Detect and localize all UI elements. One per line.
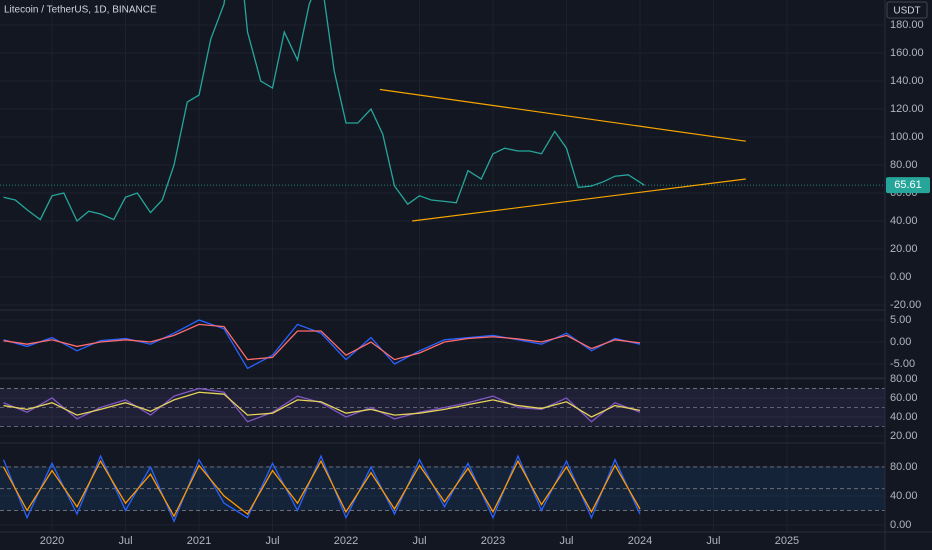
x-tick-label: 2025 — [775, 535, 799, 547]
pane — [3, 0, 746, 223]
y-tick-label: 40.00 — [890, 490, 918, 502]
y-tick-label: 80.00 — [890, 373, 918, 385]
y-tick-label: 0.00 — [890, 336, 911, 348]
y-tick-label: 60.00 — [890, 392, 918, 404]
x-tick-label: Jul — [118, 535, 132, 547]
series-line — [3, 391, 641, 418]
series-line — [3, 0, 645, 223]
y-tick-label: 5.00 — [890, 314, 911, 326]
y-tick-label: 100.00 — [890, 131, 924, 143]
series-line — [2, 459, 641, 518]
trendline — [379, 88, 746, 142]
y-tick-label: -5.00 — [890, 358, 915, 370]
trendline — [412, 178, 746, 222]
pane — [2, 454, 641, 524]
x-tick-label: 2024 — [628, 535, 652, 547]
y-tick-label: 0.00 — [890, 519, 911, 531]
chart-title: Litecoin / TetherUS, 1D, BINANCE — [4, 5, 157, 16]
x-tick-label: Jul — [706, 535, 720, 547]
x-tick-label: Jul — [265, 535, 279, 547]
x-tick-label: Jul — [412, 535, 426, 547]
series-line — [3, 323, 641, 361]
x-tick-label: 2022 — [334, 535, 358, 547]
y-tick-label: -20.00 — [890, 299, 921, 311]
pane — [3, 387, 641, 423]
y-tick-label: 180.00 — [890, 19, 924, 31]
x-tick-label: Jul — [559, 535, 573, 547]
y-tick-label: 20.00 — [890, 430, 918, 442]
price-axis — [885, 0, 932, 550]
last-price-label: 65.61 — [894, 179, 922, 191]
marks — [2, 0, 746, 524]
y-tick-label: 40.00 — [890, 215, 918, 227]
series-line — [3, 319, 641, 370]
last-price-badge — [886, 177, 930, 194]
y-tick-label: 140.00 — [890, 75, 924, 87]
y-tick-label: 80.00 — [890, 159, 918, 171]
x-tick-label: 2020 — [40, 535, 64, 547]
x-tick-label: 2021 — [187, 535, 211, 547]
currency-label: USDT — [893, 6, 920, 17]
y-tick-label: 80.00 — [890, 461, 918, 473]
y-tick-label: 120.00 — [890, 103, 924, 115]
y-tick-label: 40.00 — [890, 411, 918, 423]
series-line — [3, 387, 641, 423]
currency-badge[interactable] — [886, 1, 928, 19]
pane — [3, 319, 641, 370]
axes: 2020 Jul 2021 Jul 2022 Jul 2023 Jul 2024 Jul 2025 1… — [40, 19, 924, 547]
y-tick-label: 20.00 — [890, 243, 918, 255]
y-tick-label: 160.00 — [890, 47, 924, 59]
x-tick-label: 2023 — [481, 535, 505, 547]
y-tick-label: 0.00 — [890, 271, 911, 283]
